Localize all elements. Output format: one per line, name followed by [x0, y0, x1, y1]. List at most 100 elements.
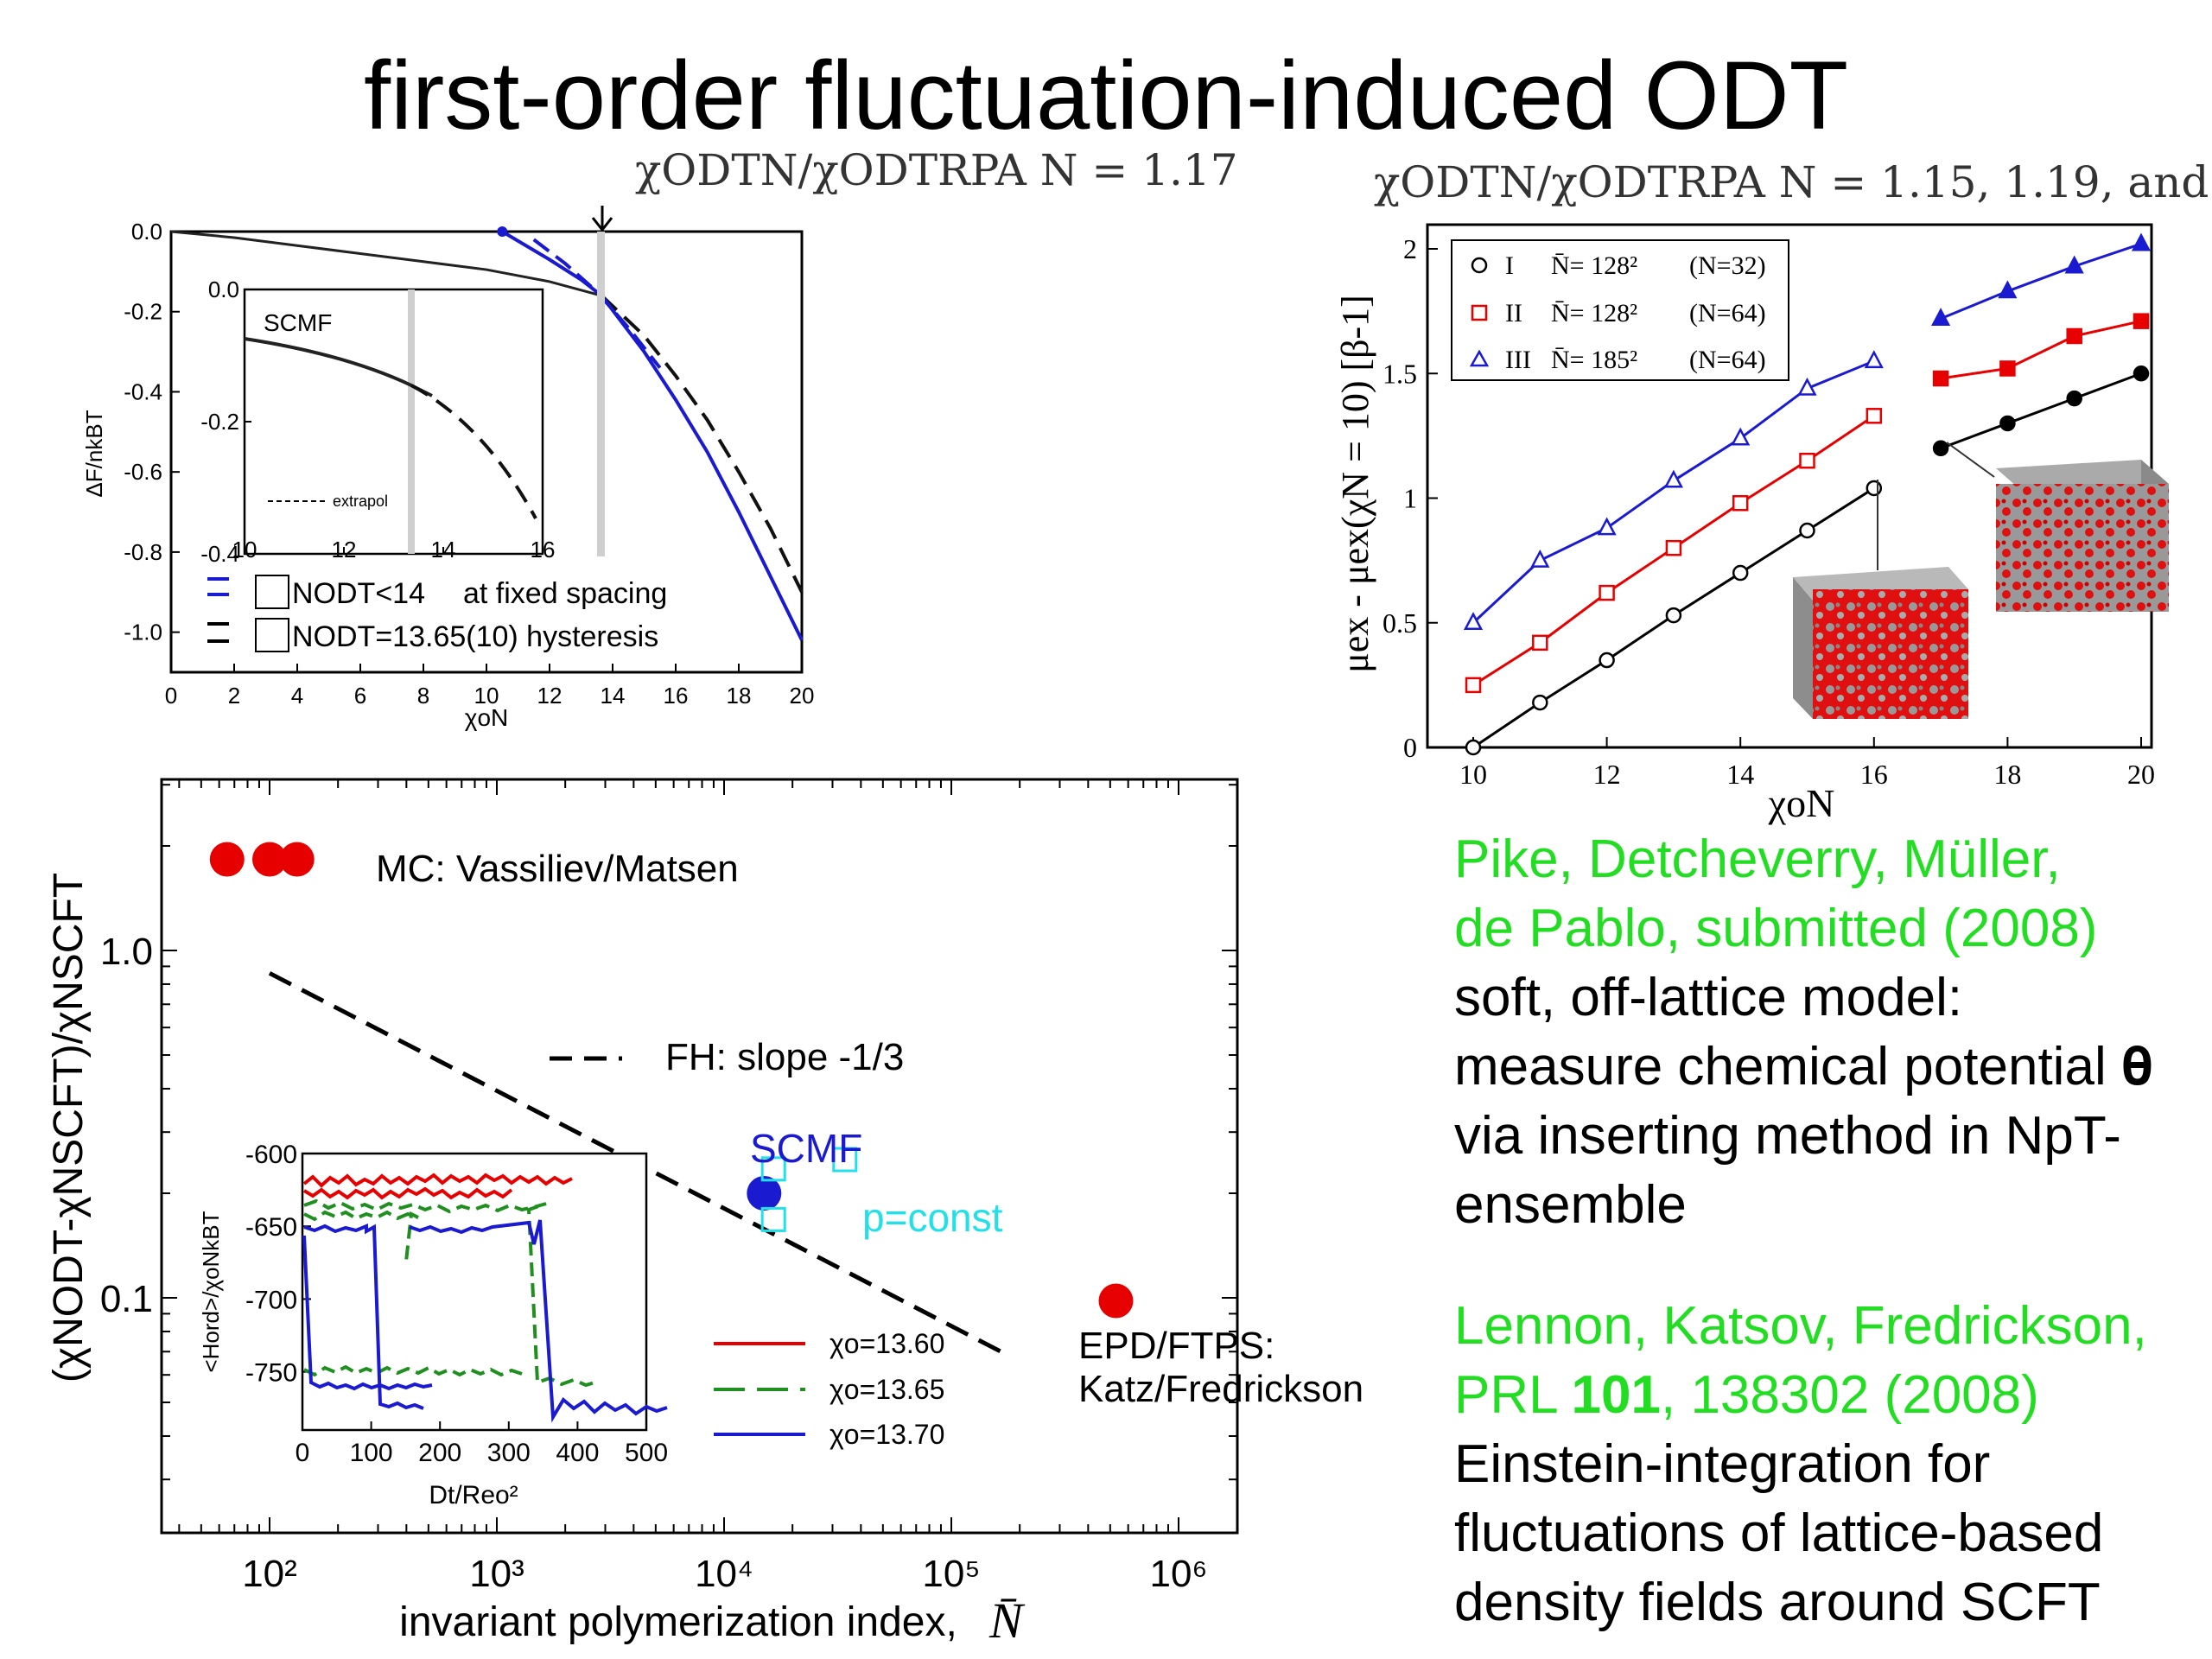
inset-legend-1: χo=13.60 [830, 1328, 944, 1359]
tr-series-II-line-high [1940, 320, 2142, 380]
bl-point-mc [279, 842, 315, 877]
tr-ytick-label: 1 [1403, 483, 1417, 514]
inset-legend-3: χo=13.70 [830, 1419, 944, 1450]
tr-point-III [2064, 255, 2084, 274]
tr-legend-3-nbar: N̄= 185² [1551, 346, 1637, 374]
tr-point-II [1999, 360, 2016, 377]
tr-point-I [1999, 415, 2016, 432]
ref1-desc-line2: measure chemical potential 𝛉 [1454, 1037, 2153, 1096]
tl-black-dashed-line [600, 294, 804, 594]
ref2-desc-line3: density fields around SCFT [1454, 1573, 2101, 1632]
tr-legend-2-roman: II [1505, 299, 1522, 327]
bottom-left-chart: 10² 10³ 10⁴ 10⁵ 10⁶ 1.0 0.1 (χNODT-χNSCFT)/χNS… [46, 778, 1363, 1649]
tr-xtick-label: 10 [1459, 759, 1487, 790]
tr-point-II [1599, 584, 1615, 601]
tr-point-I [1799, 522, 1815, 539]
tr-point-I [1732, 564, 1749, 582]
molecule-icon: 𝛉 [2120, 1037, 2153, 1096]
bl-inset-ytick-label: -650 [245, 1213, 297, 1242]
tl-legend-1-main: NODT<14 [292, 577, 425, 610]
tl-ylabel: ΔF/nkBT [81, 410, 107, 497]
fh-label: FH: slope -1/3 [665, 1036, 904, 1078]
top-right-chart: 10 12 14 16 18 20 0 0.5 1 1.5 2 μex - μex(χN = 10)… [1334, 223, 2169, 825]
tl-blue-solid-line [501, 230, 804, 641]
inset-blue-trace [303, 1224, 424, 1410]
tl-inset-ytick-label: -0.4 [200, 541, 239, 567]
tl-xtick-label: 8 [417, 683, 429, 709]
inset-dashed-curve [410, 384, 537, 519]
top-left-chart: 0 2 4 6 8 10 12 14 16 18 20 0.0 -0.2 -0.4 -0.6 -0.8 -1.0… [81, 206, 814, 731]
mc-label: MC: Vassiliev/Matsen [376, 848, 739, 890]
bl-xlabel-symbol: N̄ [988, 1592, 1026, 1649]
tr-legend-1-nbar: N̄= 128² [1551, 251, 1637, 280]
tr-xtick-label: 16 [1860, 759, 1888, 790]
bl-inset: 0 100 200 300 400 500 -600 -650 -700 -750 <Hord>/… [198, 1141, 668, 1510]
tr-point-II [2133, 313, 2150, 329]
tr-legend-2-nbar: N̄= 128² [1551, 299, 1637, 327]
tr-ytick-label: 0.5 [1382, 607, 1417, 639]
ref1-authors-line1: Pike, Detcheverry, Müller, [1454, 830, 2061, 889]
tr-series-I-line-high [1940, 372, 2142, 450]
bl-inset-ytick-label: -700 [245, 1286, 297, 1314]
inset-green-trace [303, 1198, 599, 1388]
tr-xtick-label: 14 [1726, 759, 1754, 790]
bl-pconst-point [832, 1147, 858, 1173]
tl-inset-ytick-label: -0.2 [200, 409, 239, 435]
ref2-desc-line1: Einstein-integration for [1454, 1434, 1991, 1494]
tr-point-III [1663, 469, 1683, 488]
tl-ytick-label: -0.2 [124, 299, 162, 325]
ref2-desc-line2: fluctuations of lattice-based [1454, 1503, 2104, 1563]
tr-point-II [1866, 408, 1883, 424]
bl-inset-xtick-label: 0 [296, 1439, 310, 1467]
tr-point-II [2066, 327, 2082, 345]
tr-legend-3-roman: III [1505, 346, 1531, 374]
inset-scmf-label: SCMF [264, 309, 332, 336]
pconst-label: p=const [862, 1195, 1003, 1240]
tr-legend: I N̄= 128² (N=32) II N̄= 128² (N=64) III… [1451, 239, 1789, 381]
tr-legend-3-n: (N=64) [1689, 346, 1766, 374]
tr-point-II [1665, 539, 1682, 556]
morphology-snapshot-left [1793, 567, 1968, 719]
tr-point-I [1599, 652, 1615, 669]
reference-2: Lennon, Katsov, Fredrickson, PRL 101, 13… [1454, 1292, 2147, 1637]
tr-point-I [1866, 480, 1883, 497]
inset-extrapol-label: extrapol [333, 493, 388, 510]
tr-ylabel: μex - μex(χN = 10) [β-1] [1334, 295, 1376, 673]
tr-point-III [1931, 308, 1951, 327]
bl-xtick-label: 10³ [469, 1553, 524, 1595]
bl-inset-xtick-label: 400 [556, 1439, 599, 1467]
bl-xlabel: invariant polymerization index, [399, 1599, 957, 1645]
inset-legend-2: χo=13.65 [830, 1374, 944, 1405]
tr-xtick-label: 12 [1593, 759, 1621, 790]
ref1-desc-line4: ensemble [1454, 1175, 1687, 1235]
tr-ytick-label: 1.5 [1382, 358, 1417, 389]
slide-title: first-order fluctuation-induced ODT [363, 41, 1848, 149]
tl-legend-2: NODT=13.65(10) hysteresis [292, 620, 658, 653]
tr-point-III [1797, 377, 1817, 396]
reference-1: Pike, Detcheverry, Müller, de Pablo, sub… [1454, 825, 2153, 1240]
bl-ytick-label: 1.0 [100, 931, 153, 973]
bl-pconst-point [760, 1156, 786, 1182]
tl-start-point [497, 226, 508, 237]
tr-point-I [1465, 739, 1482, 756]
tl-inset-xtick-label: 16 [531, 537, 556, 563]
bl-inset-xtick-label: 500 [625, 1439, 668, 1467]
tr-xlabel: χoN [1768, 781, 1835, 825]
bl-xtick-label: 10⁵ [922, 1553, 980, 1595]
tr-point-II [1799, 452, 1815, 469]
bl-pconst-point [760, 1206, 786, 1232]
tr-point-II [1465, 677, 1482, 694]
bottom-left-frame [160, 778, 1239, 1535]
caption-right: χODTN/χODTRPA N = 1.15, 1.19, and 1.21 [1374, 157, 2212, 207]
tl-xtick-label: 10 [474, 683, 499, 709]
tr-series-III-line-high [1940, 242, 2142, 321]
tr-point-I [1532, 694, 1548, 711]
tl-ytick-label: -0.8 [124, 539, 162, 565]
ref1-authors-line2: de Pablo, submitted (2008) [1454, 899, 2098, 958]
inset-red-trace [302, 1173, 573, 1188]
tr-point-II [1532, 634, 1548, 652]
bl-inset-xlabel: Dt/Reo² [429, 1481, 518, 1510]
tr-point-III [1864, 350, 1884, 369]
tl-ytick-label: -0.4 [124, 378, 162, 404]
